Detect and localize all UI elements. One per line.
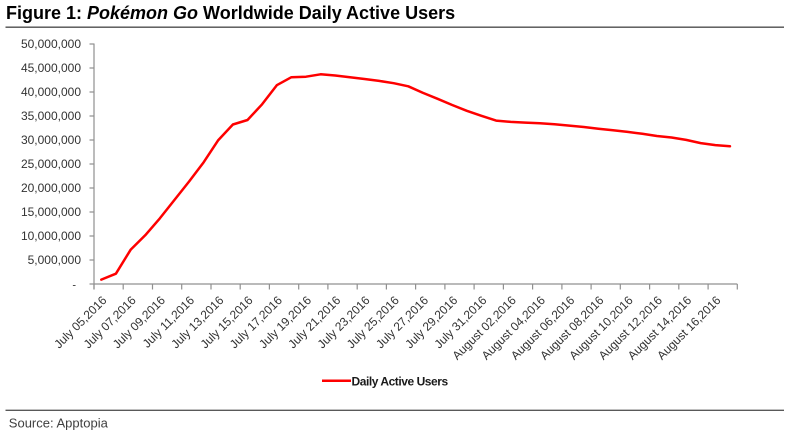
svg-text:15,000,000: 15,000,000	[21, 205, 81, 219]
svg-text:-: -	[72, 280, 76, 292]
svg-text:30,000,000: 30,000,000	[21, 133, 81, 147]
svg-text:10,000,000: 10,000,000	[21, 229, 81, 243]
svg-text:45,000,000: 45,000,000	[21, 61, 81, 75]
svg-text:50,000,000: 50,000,000	[21, 37, 81, 51]
svg-text:25,000,000: 25,000,000	[21, 157, 81, 171]
svg-text:35,000,000: 35,000,000	[21, 109, 81, 123]
svg-text:5,000,000: 5,000,000	[28, 253, 82, 267]
svg-text:Source: Apptopia: Source: Apptopia	[9, 416, 109, 431]
svg-text:20,000,000: 20,000,000	[21, 181, 81, 195]
svg-text:40,000,000: 40,000,000	[21, 85, 81, 99]
svg-text:Daily Active Users: Daily Active Users	[352, 374, 449, 388]
svg-text:Figure 1: Pokémon Go Worldwide: Figure 1: Pokémon Go Worldwide Daily Act…	[6, 3, 455, 23]
